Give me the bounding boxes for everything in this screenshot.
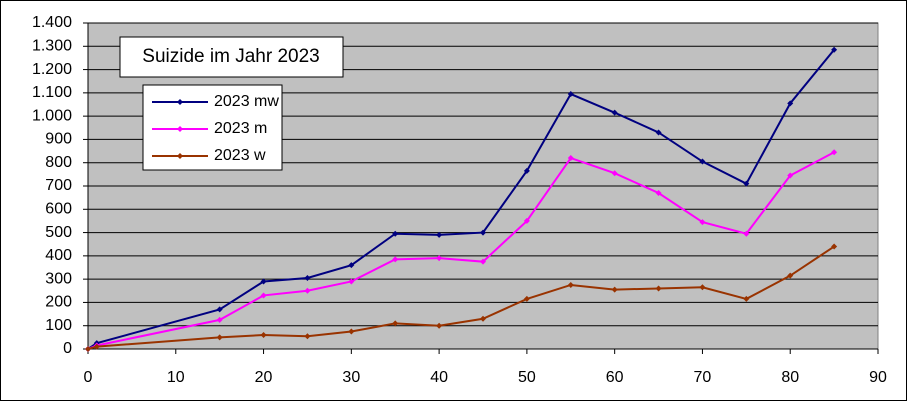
x-tick-label: 30	[342, 369, 360, 386]
legend-label: 2023 m	[214, 120, 267, 137]
x-tick-label: 0	[84, 369, 93, 386]
data-point	[348, 328, 355, 335]
data-point	[348, 278, 355, 285]
data-point	[216, 306, 223, 313]
data-point	[787, 100, 794, 107]
x-tick-label: 10	[167, 369, 185, 386]
data-point	[216, 316, 223, 323]
data-point	[567, 155, 574, 162]
x-tick-label: 20	[255, 369, 273, 386]
y-tick-label: 1.200	[32, 61, 72, 78]
y-tick-label: 100	[45, 317, 72, 334]
y-tick-label: 500	[45, 224, 72, 241]
legend-items: 2023 mw 2023 m 2023 w	[152, 93, 279, 164]
data-point	[304, 287, 311, 294]
data-point	[392, 320, 399, 327]
y-tick-label: 900	[45, 131, 72, 148]
data-point	[787, 272, 794, 279]
data-point	[831, 46, 838, 53]
y-tick-label: 1.300	[32, 38, 72, 55]
data-point	[699, 219, 706, 226]
x-tick-label: 90	[869, 369, 887, 386]
data-point	[304, 333, 311, 340]
data-point	[655, 285, 662, 292]
title-box	[119, 36, 344, 78]
x-tick-label: 60	[606, 369, 624, 386]
y-tick-label: 1.000	[32, 107, 72, 124]
data-point	[611, 109, 618, 116]
data-point	[699, 284, 706, 291]
data-point	[436, 255, 443, 262]
data-point	[392, 256, 399, 263]
data-point	[743, 230, 750, 237]
legend-label: 2023 mw	[214, 93, 279, 110]
y-tick-label: 700	[45, 177, 72, 194]
data-point	[480, 229, 486, 236]
data-point	[743, 295, 750, 302]
data-point	[480, 258, 486, 265]
data-point	[523, 217, 530, 224]
data-point	[743, 180, 750, 187]
data-point	[348, 262, 355, 269]
data-point	[567, 91, 574, 98]
data-point	[655, 189, 662, 196]
legend-marker	[177, 126, 183, 132]
data-point	[655, 129, 662, 136]
data-point	[611, 286, 618, 293]
data-point	[260, 332, 267, 339]
data-point	[85, 346, 91, 352]
lines	[85, 46, 838, 352]
x-tick-label: 40	[430, 369, 448, 386]
data-point	[699, 158, 706, 165]
data-point	[611, 170, 618, 177]
data-point	[523, 167, 530, 174]
y-tick-label: 600	[45, 201, 72, 218]
x-tick-label: 50	[518, 369, 536, 386]
data-point	[436, 231, 443, 238]
x-tick-label: 80	[781, 369, 799, 386]
data-point	[260, 292, 267, 299]
y-tick-label: 1.100	[32, 84, 72, 101]
y-tick-label: 300	[45, 270, 72, 287]
data-point	[216, 334, 223, 341]
legend-label: 2023 w	[214, 147, 266, 164]
data-point	[523, 295, 530, 302]
data-point	[392, 230, 399, 237]
y-tick-label: 1.400	[32, 14, 72, 31]
y-tick-label: 0	[63, 340, 72, 357]
data-point	[480, 315, 486, 322]
data-point	[304, 274, 311, 281]
chart-title: Suizide im Jahr 2023	[142, 46, 319, 67]
y-tick-label: 800	[45, 154, 72, 171]
data-point	[567, 281, 574, 288]
legend-marker	[177, 153, 183, 159]
data-point	[831, 149, 838, 156]
data-point	[260, 278, 267, 285]
data-point	[93, 343, 100, 350]
y-tick-label: 400	[45, 247, 72, 264]
x-tick-label: 70	[694, 369, 712, 386]
legend-marker	[177, 99, 183, 105]
data-point	[787, 172, 794, 179]
y-tick-label: 200	[45, 294, 72, 311]
data-point	[436, 322, 443, 329]
data-point	[831, 243, 838, 250]
